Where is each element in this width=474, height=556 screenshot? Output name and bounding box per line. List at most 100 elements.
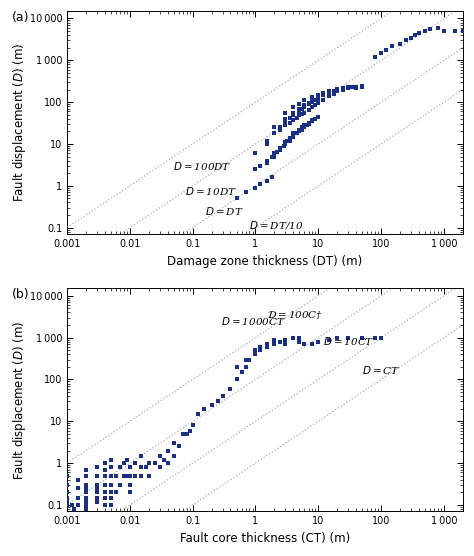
Point — [74, 500, 82, 509]
Point — [277, 146, 284, 155]
Point — [309, 98, 316, 107]
Point — [156, 463, 164, 471]
Point — [333, 85, 341, 94]
Point — [186, 426, 193, 435]
Point — [74, 493, 82, 502]
Point — [282, 140, 289, 148]
Point — [333, 84, 341, 93]
Point — [301, 121, 308, 130]
Point — [93, 471, 101, 480]
Point — [242, 188, 249, 197]
Point — [74, 484, 82, 493]
Point — [219, 391, 227, 400]
Point — [286, 113, 293, 122]
Point — [296, 107, 303, 116]
Point — [277, 143, 284, 152]
Point — [282, 138, 289, 147]
Point — [93, 488, 101, 497]
Point — [183, 429, 191, 438]
Point — [233, 375, 240, 384]
Point — [123, 455, 131, 464]
Point — [326, 87, 333, 96]
Point — [315, 337, 322, 346]
Point — [290, 115, 297, 124]
Point — [238, 368, 246, 376]
Point — [126, 488, 134, 497]
Point — [319, 91, 327, 100]
Point — [116, 480, 124, 489]
Point — [459, 27, 467, 36]
Point — [252, 183, 259, 192]
Point — [352, 83, 360, 92]
Point — [282, 117, 289, 126]
Point — [151, 459, 159, 468]
Point — [263, 136, 270, 145]
Point — [120, 471, 128, 480]
Point — [208, 400, 215, 409]
Point — [296, 333, 303, 342]
Point — [277, 123, 284, 132]
Point — [156, 451, 164, 460]
Point — [263, 342, 270, 351]
Point — [107, 493, 115, 502]
Point — [296, 111, 303, 120]
Point — [82, 497, 90, 506]
Point — [326, 92, 333, 101]
Point — [271, 129, 278, 138]
Point — [107, 455, 115, 464]
Point — [290, 108, 297, 117]
Point — [309, 93, 316, 102]
Point — [296, 127, 303, 136]
Point — [107, 488, 115, 497]
Point — [268, 173, 275, 182]
Point — [311, 101, 319, 110]
Point — [233, 363, 240, 371]
Point — [305, 120, 312, 128]
Point — [214, 397, 221, 406]
Text: $D$ = 100DT: $D$ = 100DT — [173, 160, 231, 171]
Point — [286, 133, 293, 142]
Point — [290, 103, 297, 112]
Point — [296, 125, 303, 134]
Point — [309, 103, 316, 112]
Point — [233, 194, 240, 203]
Point — [396, 39, 404, 48]
Point — [339, 84, 347, 93]
Point — [298, 125, 306, 134]
Point — [126, 471, 134, 480]
Point — [277, 337, 284, 346]
Point — [330, 87, 338, 96]
Point — [305, 118, 312, 127]
Text: $D$ = 10CT: $D$ = 10CT — [323, 335, 375, 347]
Point — [145, 459, 153, 468]
Text: $D$ = DT/10: $D$ = DT/10 — [249, 219, 304, 231]
Point — [246, 355, 253, 364]
Point — [63, 493, 71, 502]
Point — [282, 121, 289, 130]
Point — [326, 88, 333, 97]
Point — [309, 340, 316, 349]
Point — [286, 118, 293, 127]
Point — [263, 140, 270, 148]
Point — [63, 480, 71, 489]
Point — [93, 463, 101, 471]
Point — [252, 346, 259, 355]
Point — [63, 471, 71, 480]
Point — [107, 480, 115, 489]
Point — [319, 90, 327, 98]
Point — [309, 117, 316, 126]
Point — [101, 465, 109, 474]
Point — [82, 484, 90, 493]
Point — [107, 471, 115, 480]
Point — [93, 484, 101, 493]
Point — [345, 84, 352, 93]
Point — [179, 429, 187, 438]
Point — [145, 471, 153, 480]
Point — [296, 104, 303, 113]
Text: $D$ = DT: $D$ = DT — [205, 205, 243, 217]
Point — [273, 147, 281, 156]
Point — [282, 335, 289, 344]
Point — [116, 463, 124, 471]
Point — [63, 497, 71, 506]
Point — [164, 446, 172, 455]
